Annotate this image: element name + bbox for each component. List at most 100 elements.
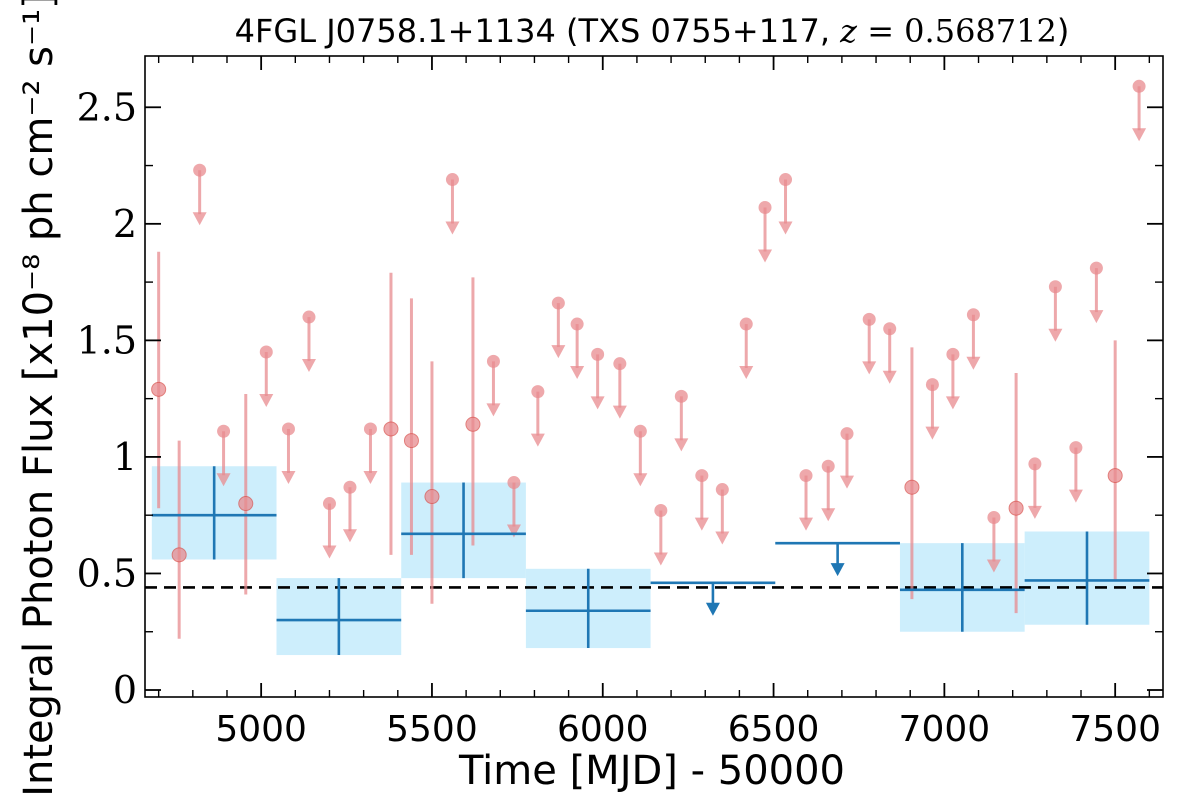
short-bin-upper-limit-marker — [322, 497, 336, 511]
short-bin-upper-limit-arrow — [281, 470, 296, 484]
short-bin-point — [238, 496, 254, 512]
short-bin-upper-limit-marker — [445, 173, 459, 187]
short-bin-upper-limit-marker — [821, 459, 835, 473]
short-bin-upper-limit-marker — [613, 357, 627, 371]
y-tick-label: 1.5 — [77, 318, 137, 362]
short-bin-upper-limit-arrow — [342, 529, 357, 543]
short-bin-upper-limit-marker — [715, 483, 729, 497]
short-bin-upper-limit-arrow — [1068, 489, 1083, 503]
short-bin-upper-limit-marker — [591, 347, 605, 361]
short-bin-upper-limit-marker — [966, 308, 980, 322]
short-bin-upper-limit-marker — [925, 378, 939, 392]
x-tick-label: 6500 — [728, 709, 820, 750]
short-bin-upper-limit-marker — [674, 389, 688, 403]
short-bin-upper-limit-marker — [1089, 261, 1103, 275]
x-tick-label: 5000 — [215, 709, 307, 750]
y-tick-label: 0 — [113, 668, 137, 712]
short-bin-upper-limit-marker — [946, 347, 960, 361]
chart-title-z-value: = 0.568712 — [857, 12, 1057, 50]
short-bin-upper-limit-arrow — [301, 359, 316, 373]
short-bin-upper-limit-arrow — [633, 473, 648, 487]
short-bin-upper-limit-marker — [363, 422, 377, 436]
short-bin-upper-limit-marker — [987, 511, 1001, 525]
short-bin-upper-limit-marker — [840, 427, 854, 441]
short-bin-point — [1008, 500, 1024, 516]
short-bin-upper-limit-arrow — [570, 366, 585, 380]
short-bin-upper-limit-arrow — [674, 438, 689, 452]
short-bin-upper-limit-arrow — [322, 545, 337, 559]
short-bin-upper-limit-arrow — [653, 552, 668, 566]
short-bin-upper-limit-arrow — [966, 356, 981, 370]
short-bin-upper-limit-marker — [654, 504, 668, 518]
short-bin-upper-limit-marker — [551, 296, 565, 310]
short-bin-upper-limit-marker — [1028, 457, 1042, 471]
y-tick-label: 2 — [113, 202, 137, 246]
short-bin-upper-limit-arrow — [882, 370, 897, 384]
short-bin-upper-limit-marker — [758, 201, 772, 215]
y-tick-label: 0.5 — [77, 551, 137, 595]
x-tick-label: 7500 — [1069, 709, 1161, 750]
long-bin-upper-limit-arrow — [705, 602, 720, 616]
short-bin-upper-limit-arrow — [715, 531, 730, 545]
short-bin-point — [904, 479, 920, 495]
short-bin-upper-limit-arrow — [551, 345, 566, 359]
short-bin-upper-limit-arrow — [216, 473, 231, 487]
short-bin-upper-limit-arrow — [259, 394, 274, 408]
short-bin-upper-limit-marker — [739, 317, 753, 331]
short-bin-upper-limit-arrow — [778, 221, 793, 235]
short-bin-point — [465, 416, 481, 432]
y-axis-label: Integral Photon Flux [x10⁻⁸ ph cm⁻² s⁻¹] — [16, 0, 62, 797]
short-bin-upper-limit-marker — [1048, 280, 1062, 294]
short-bin-upper-limit-arrow — [192, 212, 207, 226]
y-tick-label: 2.5 — [77, 85, 137, 129]
long-bin-upper-limit-arrow — [830, 563, 845, 577]
short-bin-upper-limit-marker — [259, 345, 273, 359]
short-bin-upper-limit-marker — [862, 312, 876, 326]
short-bin-upper-limit-marker — [507, 476, 521, 490]
x-axis-label: Time [MJD] - 50000 — [458, 748, 845, 794]
short-bin-upper-limit-arrow — [799, 517, 814, 531]
short-bin-upper-limit-marker — [779, 173, 793, 187]
y-tick-label: 1 — [113, 435, 137, 479]
short-bin-point — [403, 433, 419, 449]
short-bin-upper-limit-arrow — [862, 361, 877, 375]
short-bin-upper-limit-marker — [486, 354, 500, 368]
short-bin-point — [171, 547, 187, 563]
short-bin-upper-limit-arrow — [445, 221, 460, 235]
short-bin-upper-limit-arrow — [530, 433, 545, 447]
short-bin-upper-limit-marker — [193, 163, 207, 177]
short-bin-upper-limit-arrow — [925, 426, 940, 440]
short-bin-upper-limit-arrow — [840, 475, 855, 489]
short-bin-upper-limit-arrow — [590, 396, 605, 410]
x-tick-label: 7000 — [899, 709, 991, 750]
short-bin-upper-limit-arrow — [986, 559, 1001, 573]
short-bin-upper-limit-arrow — [1048, 328, 1063, 342]
short-bin-upper-limit-marker — [343, 480, 357, 494]
short-bin-upper-limit-arrow — [612, 405, 627, 419]
short-bin-upper-limit-arrow — [486, 403, 501, 417]
short-bin-upper-limit-marker — [633, 424, 647, 438]
short-bin-point — [151, 381, 167, 397]
short-bin-points — [151, 79, 1147, 639]
chart-title: 4FGL J0758.1+1134 (TXS 0755+117, z = 0.5… — [235, 12, 1070, 50]
short-bin-upper-limit-marker — [1069, 441, 1083, 455]
short-bin-upper-limit-arrow — [945, 396, 960, 410]
short-bin-upper-limit-marker — [531, 385, 545, 399]
axes: 5000 5500 6000 6500 7000 7500 0 0.5 1 1.5 2 2.5 — [77, 55, 1164, 750]
short-bin-upper-limit-marker — [570, 317, 584, 331]
short-bin-upper-limit-arrow — [1089, 310, 1104, 324]
plot-frame — [144, 55, 1164, 698]
short-bin-upper-limit-marker — [883, 322, 897, 336]
short-bin-upper-limit-arrow — [739, 366, 754, 380]
short-bin-upper-limit-marker — [217, 424, 231, 438]
short-bin-point — [424, 489, 440, 505]
short-bin-upper-limit-arrow — [821, 508, 836, 522]
short-bin-upper-limit-marker — [1132, 79, 1146, 93]
chart-title-suffix: ) — [1057, 12, 1069, 50]
x-tick-label: 5500 — [386, 709, 478, 750]
short-bin-upper-limit-arrow — [758, 249, 773, 263]
short-bin-upper-limit-arrow — [1027, 505, 1042, 519]
short-bin-point — [1107, 468, 1123, 484]
short-bin-upper-limit-marker — [302, 310, 316, 324]
